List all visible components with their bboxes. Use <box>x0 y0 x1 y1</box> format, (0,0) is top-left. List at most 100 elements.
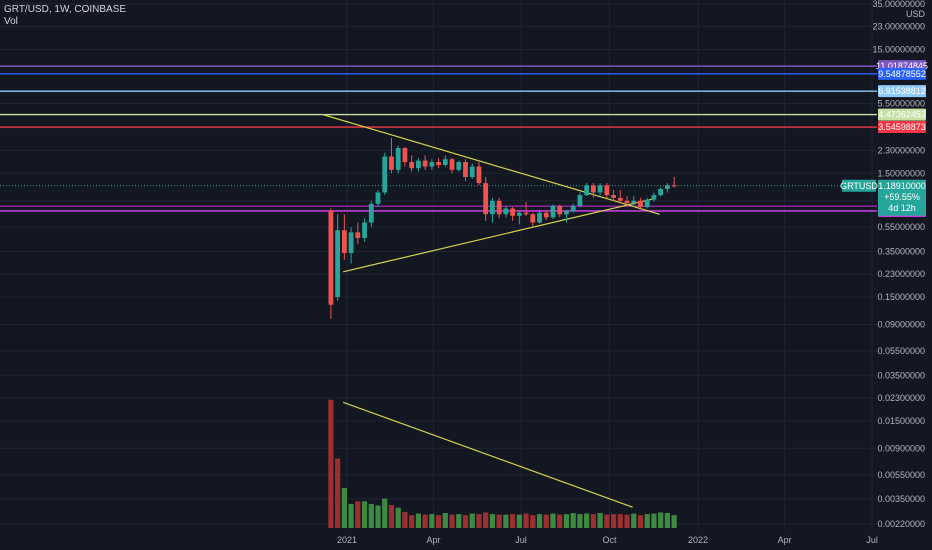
volume-bar <box>597 513 603 528</box>
candle-body <box>631 200 637 204</box>
price-tick-label: 35.00000000 <box>872 0 925 9</box>
volume-bars <box>328 399 677 528</box>
time-tick-label: Jul <box>515 535 527 545</box>
volume-bar <box>335 458 341 528</box>
price-tick-label: 0.55000000 <box>877 222 925 232</box>
candle-body <box>469 166 475 178</box>
candle-body <box>442 159 448 166</box>
price-tick-label: 0.02300000 <box>877 393 925 403</box>
trendline <box>343 198 653 273</box>
time-axis-bg <box>0 530 877 550</box>
volume-bar <box>570 513 576 528</box>
volume-bar <box>590 514 596 528</box>
candle-body <box>415 160 421 169</box>
price-tick-label: 0.35000000 <box>877 247 925 257</box>
candle-body <box>395 148 401 170</box>
candle-body <box>570 205 576 212</box>
volume-bar <box>644 514 650 528</box>
level-price-tag <box>878 121 926 134</box>
volume-bar <box>624 514 630 528</box>
time-tick-label: Apr <box>778 535 792 545</box>
candle-body <box>456 162 462 170</box>
candle-body <box>429 162 435 167</box>
current-price-label: 1.18910000 <box>878 181 926 191</box>
candle-body <box>341 230 347 254</box>
volume-bar <box>328 399 334 528</box>
candle-body <box>638 200 643 208</box>
candle-body <box>402 148 408 163</box>
price-tick-label: 0.23000000 <box>877 269 925 279</box>
candlesticks <box>328 137 677 319</box>
volume-bar <box>503 514 509 528</box>
volume-bar <box>382 498 388 528</box>
volume-bar <box>577 514 583 528</box>
price-tick-label: 0.00900000 <box>877 443 925 453</box>
horizontal-levels[interactable] <box>0 65 877 212</box>
candle-body <box>335 230 341 298</box>
candle-body <box>375 192 381 204</box>
volume-bar <box>584 513 590 528</box>
current-change-label: +59.55% <box>884 192 920 202</box>
candle-body <box>604 185 610 196</box>
volume-bar <box>442 513 448 528</box>
chart-grid <box>0 0 877 530</box>
price-tick-label: 2.30000000 <box>877 145 925 155</box>
level-price-tag <box>878 67 926 80</box>
price-tick-label: 0.00350000 <box>877 494 925 504</box>
volume-bar <box>530 515 536 528</box>
candle-body <box>624 200 630 204</box>
current-countdown-label: 4d 12h <box>888 203 916 213</box>
candle-body <box>476 166 482 184</box>
volume-bar <box>516 514 522 528</box>
volume-bar <box>557 514 563 528</box>
volume-label[interactable]: Vol <box>4 16 18 27</box>
price-axis[interactable]: USD35.0000000023.0000000015.000000009.50… <box>872 0 932 550</box>
volume-bar <box>563 514 570 528</box>
candle-body <box>496 200 502 215</box>
volume-bar <box>348 503 354 528</box>
symbol-title[interactable]: GRT/USD, 1W, COINBASE <box>4 4 127 15</box>
candle-body <box>389 156 394 170</box>
volume-bar <box>631 513 637 528</box>
candle-body <box>550 205 556 218</box>
trendlines[interactable] <box>322 114 660 508</box>
candle-body <box>577 195 583 206</box>
volume-bar <box>489 514 496 528</box>
volume-bar <box>483 512 489 528</box>
candle-body <box>590 185 596 193</box>
volume-bar <box>476 514 482 528</box>
candle-body <box>597 185 603 193</box>
volume-bar <box>510 514 516 528</box>
volume-bar <box>422 514 428 528</box>
price-tick-label: 0.15000000 <box>877 292 925 302</box>
candle-body <box>348 232 354 254</box>
candle-body <box>328 210 334 305</box>
level-price-tag-label: 4.47362453 <box>878 110 926 120</box>
volume-bar <box>664 513 670 528</box>
candle-body <box>362 222 367 239</box>
time-tick-label: 2021 <box>337 535 357 545</box>
candle-body <box>651 195 657 200</box>
candle-body <box>355 232 361 239</box>
volume-bar <box>604 514 610 528</box>
candle-body <box>516 212 522 216</box>
volume-bar <box>610 514 617 528</box>
candle-body <box>422 160 428 167</box>
candle-body <box>449 159 455 170</box>
candle-body <box>611 195 616 198</box>
candle-body <box>557 205 563 215</box>
time-tick-label: Jul <box>866 535 878 545</box>
price-tick-label: 5.50000000 <box>877 98 925 108</box>
candle-body <box>658 189 664 196</box>
volume-bar <box>671 515 677 528</box>
symbol-tag <box>842 179 876 192</box>
time-tick-label: Oct <box>603 535 618 545</box>
candle-body <box>483 183 489 215</box>
volume-bar <box>355 501 361 528</box>
level-price-tag <box>878 108 926 121</box>
time-axis[interactable]: 2021AprJulOct2022AprJulOct <box>0 530 932 550</box>
candle-body <box>490 200 495 215</box>
volume-bar <box>388 505 395 528</box>
